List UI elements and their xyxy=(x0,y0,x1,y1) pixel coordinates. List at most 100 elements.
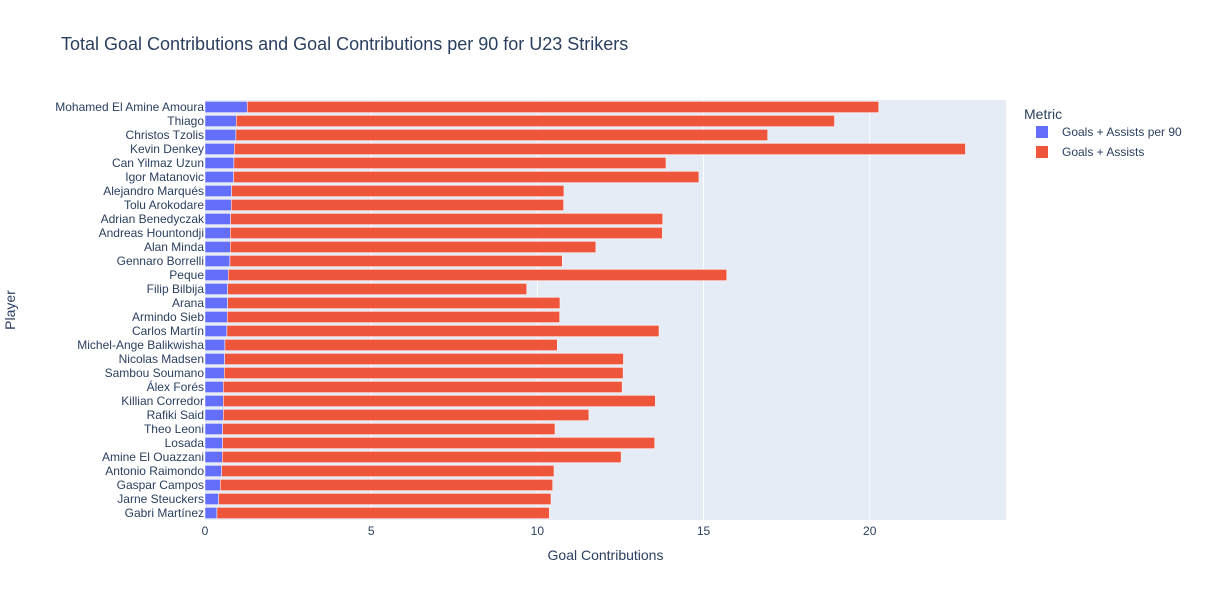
y-tick-label: Killian Corredor xyxy=(121,394,204,408)
bar-per90 xyxy=(204,227,231,239)
x-tick-label: 15 xyxy=(697,524,711,538)
x-tick-label: 0 xyxy=(202,524,209,538)
x-tick-label: 20 xyxy=(863,524,877,538)
bar-per90 xyxy=(204,493,219,505)
bar-total xyxy=(233,143,966,155)
bar-per90 xyxy=(204,101,248,113)
bar-total xyxy=(223,395,656,407)
y-tick-label: Tolu Arokodare xyxy=(124,198,204,212)
bar-total xyxy=(233,171,700,183)
bar-total xyxy=(222,451,622,463)
y-tick-label: Gennaro Borrelli xyxy=(117,254,204,268)
bar-per90 xyxy=(204,157,235,169)
bar-total xyxy=(227,311,560,323)
bar-per90 xyxy=(204,381,224,393)
bar-per90 xyxy=(204,311,228,323)
y-tick-label: Alan Minda xyxy=(144,240,204,254)
bar-total xyxy=(221,465,555,477)
plot-background xyxy=(205,100,1006,520)
y-tick-label: Filip Bilbija xyxy=(147,282,205,296)
x-tick-label: 10 xyxy=(531,524,545,538)
y-tick-label: Thiago xyxy=(167,114,204,128)
bar-total xyxy=(224,367,624,379)
y-tick-label: Andreas Hountondji xyxy=(99,226,204,240)
bars xyxy=(204,101,966,519)
bar-total xyxy=(229,255,563,267)
bar-per90 xyxy=(204,325,228,337)
y-tick-label: Theo Leoni xyxy=(144,422,204,436)
y-tick-label: Gaspar Campos xyxy=(117,478,204,492)
bar-per90 xyxy=(204,339,226,351)
y-tick-label: Amine El Ouazzani xyxy=(102,450,204,464)
legend-title: Metric xyxy=(1024,106,1062,122)
bar-per90 xyxy=(204,423,223,435)
bar-per90 xyxy=(204,437,223,449)
bar-per90 xyxy=(204,129,237,141)
y-tick-label: Peque xyxy=(169,268,204,282)
bar-total xyxy=(230,227,663,239)
bar-total xyxy=(224,353,624,365)
bar-total xyxy=(226,325,660,337)
y-tick-label: Antonio Raimondo xyxy=(105,464,204,478)
y-tick-label: Mohamed El Amine Amoura xyxy=(55,100,204,114)
gridlines xyxy=(370,100,871,520)
bar-total xyxy=(222,423,556,435)
bar-total xyxy=(231,199,564,211)
bar-per90 xyxy=(204,115,237,127)
bar-total xyxy=(218,493,552,505)
bar-total xyxy=(235,129,768,141)
y-tick-label: Álex Forés xyxy=(147,379,204,394)
bar-per90 xyxy=(204,507,218,519)
bar-per90 xyxy=(204,367,225,379)
legend-label: Goals + Assists per 90 xyxy=(1062,125,1182,139)
y-tick-label: Jarne Steuckers xyxy=(117,492,204,506)
bar-total xyxy=(223,381,623,393)
bar-total xyxy=(216,507,550,519)
y-tick-label: Gabri Martínez xyxy=(125,506,204,520)
bar-total xyxy=(227,297,561,309)
x-tick-labels: 0 5 10 15 20 xyxy=(202,524,877,538)
y-tick-label: Sambou Soumano xyxy=(105,366,205,380)
bar-total xyxy=(224,339,558,351)
legend-swatch xyxy=(1036,146,1048,158)
y-tick-label: Rafiki Said xyxy=(147,408,204,422)
legend-items: Goals + Assists per 90 Goals + Assists xyxy=(1036,125,1182,159)
bar-total xyxy=(223,409,590,421)
bar-total xyxy=(222,437,655,449)
y-tick-label: Igor Matanovic xyxy=(125,170,204,184)
bar-per90 xyxy=(204,143,235,155)
bar-per90 xyxy=(204,353,225,365)
bar-per90 xyxy=(204,395,224,407)
bar-per90 xyxy=(204,451,223,463)
y-tick-label: Armindo Sieb xyxy=(132,310,204,324)
bar-per90 xyxy=(204,283,228,295)
bar-per90 xyxy=(204,255,231,267)
legend-label: Goals + Assists xyxy=(1062,145,1144,159)
x-axis-label: Goal Contributions xyxy=(548,547,664,563)
y-tick-label: Alejandro Marqués xyxy=(103,184,204,198)
bar-total xyxy=(235,115,835,127)
bar-per90 xyxy=(204,465,222,477)
bar-per90 xyxy=(204,213,231,225)
legend-swatch xyxy=(1036,126,1048,138)
bar-total xyxy=(246,101,879,113)
bar-per90 xyxy=(204,171,234,183)
y-tick-label: Nicolas Madsen xyxy=(119,352,204,366)
bar-total xyxy=(228,269,728,281)
y-tick-label: Kevin Denkey xyxy=(130,142,204,156)
bar-total xyxy=(230,213,663,225)
bar-per90 xyxy=(204,199,232,211)
y-tick-label: Losada xyxy=(165,436,205,450)
y-axis-label: Player xyxy=(2,290,18,330)
bar-total xyxy=(230,241,597,253)
y-tick-label: Can Yilmaz Uzun xyxy=(112,156,204,170)
bar-per90 xyxy=(204,297,228,309)
bar-per90 xyxy=(204,269,229,281)
bar-per90 xyxy=(204,479,221,491)
y-tick-label: Christos Tzolis xyxy=(126,128,204,142)
chart-title: Total Goal Contributions and Goal Contri… xyxy=(61,34,628,54)
